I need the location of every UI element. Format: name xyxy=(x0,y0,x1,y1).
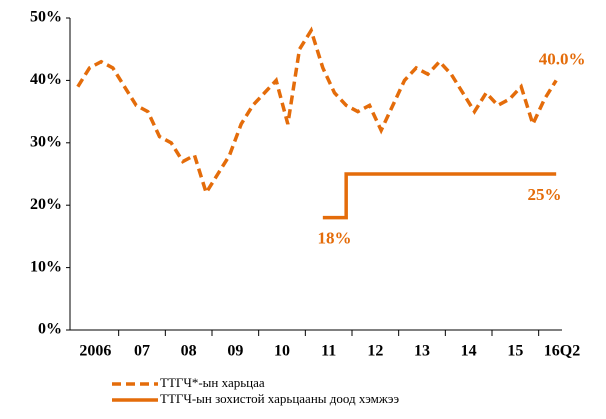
x-tick-label: 14 xyxy=(461,343,477,360)
data-label: 18% xyxy=(318,229,352,248)
y-tick-label: 50% xyxy=(30,9,62,26)
x-tick-label: 07 xyxy=(134,343,150,360)
x-tick-label: 11 xyxy=(321,343,336,360)
x-tick-label: 13 xyxy=(414,343,430,360)
legend-label: ТТГЧ*-ын харьцаа xyxy=(160,375,265,390)
legend-label: ТТГЧ-ын зохистой харьцааны доод хэмжээ xyxy=(160,391,399,406)
y-tick-label: 30% xyxy=(30,133,62,150)
data-label: 40.0% xyxy=(539,49,586,68)
y-tick-label: 20% xyxy=(30,196,62,213)
x-tick-label: 08 xyxy=(181,343,197,360)
y-tick-label: 0% xyxy=(38,321,62,338)
x-tick-label: 2006 xyxy=(79,343,111,360)
y-tick-label: 10% xyxy=(30,258,62,275)
data-label: 25% xyxy=(528,185,562,204)
series-line xyxy=(322,172,557,220)
series-line xyxy=(76,26,558,197)
y-tick-label: 40% xyxy=(30,71,62,88)
x-tick-label: 10 xyxy=(274,343,290,360)
x-tick-label: 09 xyxy=(227,343,243,360)
x-tick-label: 12 xyxy=(367,343,383,360)
x-tick-label: 15 xyxy=(507,343,523,360)
x-tick-label: 16Q2 xyxy=(544,343,580,360)
